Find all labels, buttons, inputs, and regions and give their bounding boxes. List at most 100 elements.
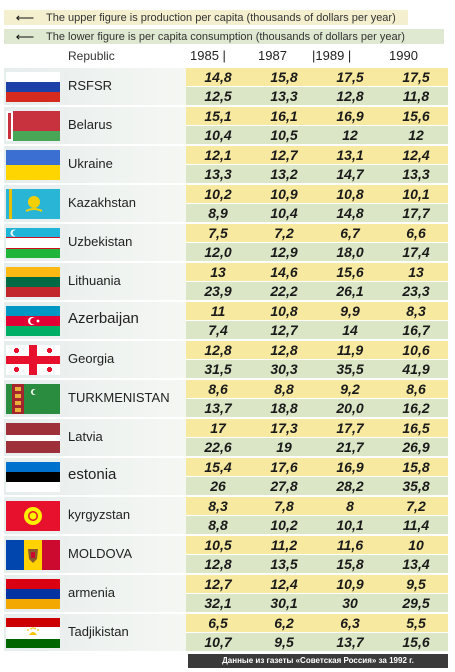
- year-header: 1990: [389, 48, 418, 63]
- production-value: 6,3: [340, 615, 360, 631]
- production-value: 10: [408, 537, 424, 553]
- consumption-value: 23,9: [204, 283, 232, 299]
- consumption-value: 17,7: [402, 205, 430, 221]
- consumption-value: 12,5: [204, 88, 232, 104]
- consumption-value: 14,7: [336, 166, 364, 182]
- values-cell: 8,3 8,8 7,8 10,2 8 10,1 7,2 11,4: [186, 497, 448, 534]
- consumption-value: 18,0: [336, 244, 364, 260]
- production-value: 11: [210, 303, 226, 319]
- production-value: 6,6: [406, 225, 426, 241]
- year-header: 1987: [258, 48, 287, 63]
- consumption-value: 7,4: [208, 322, 228, 338]
- production-value: 8,8: [274, 381, 294, 397]
- production-value: 16,5: [402, 420, 430, 436]
- production-value: 9,9: [340, 303, 360, 319]
- consumption-value: 35,8: [402, 478, 430, 494]
- uzbekistan-flag: [6, 228, 60, 258]
- republic-cell: Georgia: [4, 341, 186, 378]
- production-value: 12,7: [270, 147, 298, 163]
- consumption-value: 8,8: [208, 517, 228, 533]
- consumption-value: 16,2: [402, 400, 430, 416]
- values-cell: 13 23,9 14,6 22,2 15,6 26,1 13 23,3: [186, 263, 448, 300]
- consumption-value: 12,7: [270, 322, 298, 338]
- consumption-value: 26,1: [336, 283, 364, 299]
- production-value: 10,9: [270, 186, 298, 202]
- consumption-value: 12: [408, 127, 424, 143]
- table-row: Lithuania 13 23,9 14,6 22,2 15,6 26,1 13 23,3: [0, 263, 455, 302]
- production-value: 13,1: [336, 147, 364, 163]
- production-value: 17,5: [402, 69, 430, 85]
- consumption-value: 13,4: [402, 556, 430, 572]
- azerbaijan-flag: [6, 306, 60, 336]
- production-value: 7,8: [274, 498, 294, 514]
- republic-cell: estonia: [4, 458, 186, 495]
- consumption-value: 22,6: [204, 439, 232, 455]
- republic-cell: MOLDOVA: [4, 536, 186, 573]
- production-value: 6,5: [208, 615, 228, 631]
- republic-name: Ukraine: [68, 156, 113, 171]
- republic-cell: Uzbekistan: [4, 224, 186, 261]
- production-value: 16,1: [270, 108, 298, 124]
- consumption-value: 11,4: [402, 517, 430, 533]
- production-value: 15,1: [204, 108, 232, 124]
- production-value: 11,9: [336, 342, 364, 358]
- republic-cell: Azerbaijan: [4, 302, 186, 339]
- tajikistan-flag: [6, 618, 60, 648]
- table-row: Azerbaijan 11 7,4 10,8 12,7 9,9 14 8,3 16,7: [0, 302, 455, 341]
- georgia-flag: [6, 345, 60, 375]
- consumption-value: 30: [342, 595, 358, 611]
- republic-name: estonia: [68, 466, 117, 483]
- republic-name: RSFSR: [68, 78, 113, 93]
- table-row: Ukraine 12,1 13,3 12,7 13,2 13,1 14,7 12,4 13,3: [0, 146, 455, 185]
- consumption-value: 30,3: [270, 361, 298, 377]
- consumption-value: 31,5: [204, 361, 232, 377]
- belarus-flag: [6, 111, 60, 141]
- table-row: armenia 12,7 32,1 12,4 30,1 10,9 30 9,5 29,5: [0, 575, 455, 614]
- production-value: 13: [210, 264, 226, 280]
- legend-lower: ⟵ The lower figure is per capita consump…: [4, 29, 444, 44]
- values-cell: 15,4 26 17,6 27,8 16,9 28,2 15,8 35,8: [186, 458, 448, 495]
- lithuania-flag: [6, 267, 60, 297]
- russia-flag: [6, 72, 60, 102]
- production-value: 15,6: [402, 108, 430, 124]
- production-value: 7,2: [406, 498, 426, 514]
- arrow-left-icon: ⟵: [15, 28, 35, 44]
- production-value: 15,8: [270, 69, 298, 85]
- production-value: 5,5: [406, 615, 426, 631]
- production-value: 17,3: [270, 420, 298, 436]
- source-note: Данные из газеты «Советская Россия» за 1…: [188, 654, 448, 668]
- values-cell: 8,6 13,7 8,8 18,8 9,2 20,0 8,6 16,2: [186, 380, 448, 417]
- republic-name: Belarus: [68, 117, 113, 132]
- production-value: 12,1: [204, 147, 232, 163]
- estonia-flag: [6, 462, 60, 492]
- consumption-value: 14,8: [336, 205, 364, 221]
- republic-name: MOLDOVA: [68, 546, 133, 561]
- production-value: 8,3: [208, 498, 228, 514]
- republic-header: Republic: [68, 49, 115, 63]
- consumption-value: 12,8: [204, 556, 232, 572]
- republic-name: Lithuania: [68, 273, 121, 288]
- production-value: 10,8: [336, 186, 364, 202]
- production-value: 12,7: [204, 576, 232, 592]
- consumption-value: 14: [342, 322, 358, 338]
- production-value: 15,8: [402, 459, 430, 475]
- table-row: RSFSR 14,8 12,5 15,8 13,3 17,5 12,8 17,5 11,8: [0, 68, 455, 107]
- consumption-value: 17,4: [402, 244, 430, 260]
- production-value: 17,6: [270, 459, 298, 475]
- consumption-value: 12,9: [270, 244, 298, 260]
- consumption-value: 12: [342, 127, 358, 143]
- consumption-value: 19: [276, 439, 292, 455]
- production-value: 12,4: [270, 576, 298, 592]
- production-value: 9,5: [406, 576, 426, 592]
- production-value: 15,6: [336, 264, 364, 280]
- production-value: 12,8: [270, 342, 298, 358]
- armenia-flag: [6, 579, 60, 609]
- consumption-value: 28,2: [336, 478, 364, 494]
- production-value: 8,6: [406, 381, 426, 397]
- republic-name: armenia: [68, 585, 115, 600]
- turkmenistan-flag: [6, 384, 60, 414]
- consumption-value: 20,0: [336, 400, 364, 416]
- republic-name: Latvia: [68, 429, 103, 444]
- consumption-value: 13,5: [270, 556, 298, 572]
- consumption-value: 35,5: [336, 361, 364, 377]
